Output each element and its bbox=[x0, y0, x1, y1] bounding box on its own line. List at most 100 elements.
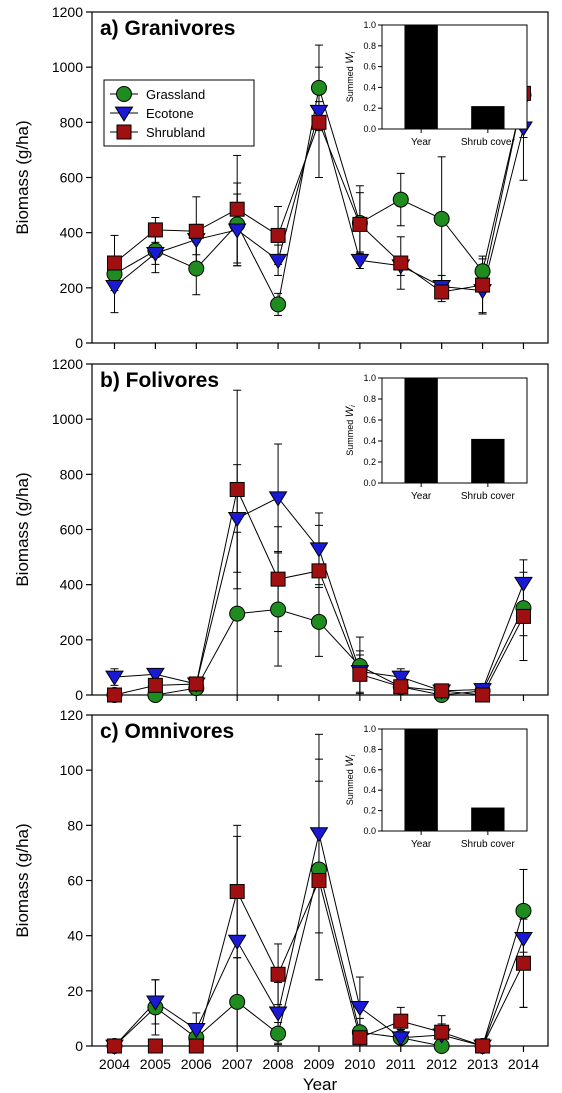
inset-y-axis-label: Summed Wi bbox=[344, 405, 357, 456]
x-tick-label: 2010 bbox=[344, 1056, 375, 1072]
inset-x-tick-label: Shrub cover bbox=[461, 491, 516, 502]
data-point bbox=[229, 201, 245, 217]
x-tick-label: 2005 bbox=[140, 1056, 171, 1072]
inset-x-tick-label: Shrub cover bbox=[461, 839, 516, 850]
y-tick-label: 1200 bbox=[52, 356, 83, 372]
inset-y-tick-label: 0.6 bbox=[363, 62, 376, 72]
y-tick-label: 80 bbox=[67, 817, 83, 833]
data-point bbox=[434, 683, 450, 699]
legend-marker bbox=[116, 86, 132, 102]
x-tick-label: 2009 bbox=[303, 1056, 334, 1072]
data-point bbox=[475, 277, 491, 293]
data-point bbox=[188, 260, 205, 277]
data-point bbox=[147, 677, 163, 693]
data-point bbox=[311, 114, 327, 130]
legend-label: Grassland bbox=[146, 87, 205, 102]
inset-y-tick-label: 0.6 bbox=[363, 415, 376, 425]
y-tick-label: 1000 bbox=[52, 411, 83, 427]
data-point bbox=[105, 280, 124, 296]
x-tick-label: 2014 bbox=[508, 1056, 539, 1072]
inset-x-tick-label: Year bbox=[411, 491, 432, 502]
inset-y-axis-label: Summed Wi bbox=[344, 51, 357, 102]
inset-y-axis-label: Summed Wi bbox=[344, 754, 357, 805]
data-point bbox=[391, 670, 411, 686]
inset-y-tick-label: 0.0 bbox=[363, 478, 376, 488]
y-axis-label: Biomass (g/ha) bbox=[13, 120, 32, 234]
data-point bbox=[352, 1030, 368, 1046]
inset-x-tick-label: Shrub cover bbox=[461, 137, 516, 148]
data-point bbox=[309, 827, 329, 843]
data-point bbox=[391, 1031, 411, 1047]
y-tick-label: 200 bbox=[60, 632, 84, 648]
chart-panel: 0 200 400 600 800 1000 1200 Biomass (g/ha) a) Gr… bbox=[13, 4, 549, 351]
data-point bbox=[392, 191, 409, 208]
data-point bbox=[105, 670, 124, 686]
y-axis-label: Biomass (g/ha) bbox=[13, 472, 32, 586]
y-tick-label: 400 bbox=[60, 225, 84, 241]
data-point bbox=[514, 576, 533, 593]
data-point bbox=[393, 1013, 409, 1029]
y-tick-label: 0 bbox=[75, 1038, 83, 1054]
inset-bar bbox=[404, 25, 438, 129]
data-point bbox=[352, 216, 368, 232]
y-tick-label: 100 bbox=[60, 762, 84, 778]
data-point bbox=[229, 884, 245, 900]
data-point bbox=[188, 676, 204, 692]
inset-y-tick-label: 0.4 bbox=[363, 82, 376, 92]
data-point bbox=[475, 1038, 491, 1054]
inset-bar bbox=[404, 378, 438, 483]
data-point bbox=[270, 1025, 287, 1042]
data-point bbox=[310, 613, 327, 630]
y-tick-label: 20 bbox=[67, 983, 83, 999]
data-point bbox=[515, 608, 531, 624]
series-markers-shrubland bbox=[106, 482, 531, 703]
data-point bbox=[229, 482, 245, 498]
inset-y-tick-label: 1.0 bbox=[363, 20, 376, 30]
data-point bbox=[352, 666, 368, 682]
data-point bbox=[229, 605, 246, 622]
data-point bbox=[434, 284, 450, 300]
legend: Grassland Ecotone Shrubland bbox=[103, 79, 255, 147]
x-tick-label: 2008 bbox=[263, 1056, 294, 1072]
inset-y-tick-label: 0.4 bbox=[363, 785, 376, 795]
x-tick-label: 2011 bbox=[386, 1056, 416, 1072]
data-point bbox=[310, 79, 327, 96]
inset-frame bbox=[381, 377, 528, 484]
inset-y-tick-label: 0.2 bbox=[363, 457, 376, 467]
chart-panel: 0 200 400 600 800 1000 1200 Biomass (g/ha) b) Fo… bbox=[13, 356, 549, 703]
x-axis-label: Year bbox=[303, 1075, 338, 1093]
inset-y-tick-label: 0.0 bbox=[363, 124, 376, 134]
data-point bbox=[433, 210, 450, 227]
x-tick-label: 2007 bbox=[222, 1056, 253, 1072]
inset-y-tick-label: 0.0 bbox=[363, 826, 376, 836]
data-point bbox=[515, 902, 532, 919]
inset-frame bbox=[381, 24, 528, 130]
chart-panel: 0 20 40 60 80 100 120 2004 2005 2006 2007 2008 2009 2… bbox=[13, 707, 549, 1093]
y-tick-label: 1200 bbox=[52, 4, 83, 20]
data-point bbox=[311, 563, 327, 579]
data-point bbox=[309, 542, 329, 558]
inset-y-tick-label: 0.2 bbox=[363, 806, 376, 816]
data-point bbox=[393, 679, 409, 695]
data-point bbox=[106, 1038, 122, 1054]
inset-y-tick-label: 0.8 bbox=[363, 41, 376, 51]
inset-bar bbox=[471, 807, 505, 831]
y-tick-label: 600 bbox=[60, 170, 84, 186]
inset-y-tick-label: 0.8 bbox=[363, 394, 376, 404]
y-tick-label: 120 bbox=[60, 707, 84, 723]
data-point bbox=[270, 296, 287, 313]
data-point bbox=[227, 223, 247, 239]
data-point bbox=[145, 246, 165, 263]
inset-y-tick-label: 1.0 bbox=[363, 724, 376, 734]
x-tick-label: 2012 bbox=[426, 1056, 457, 1072]
inset-y-tick-label: 0.8 bbox=[363, 744, 376, 754]
inset-frame bbox=[381, 728, 528, 832]
data-point bbox=[434, 1024, 450, 1040]
data-point bbox=[474, 263, 491, 280]
data-point bbox=[475, 687, 491, 703]
data-point bbox=[188, 1038, 204, 1054]
data-point bbox=[270, 601, 287, 618]
y-tick-label: 800 bbox=[60, 114, 84, 130]
data-point bbox=[227, 512, 247, 528]
